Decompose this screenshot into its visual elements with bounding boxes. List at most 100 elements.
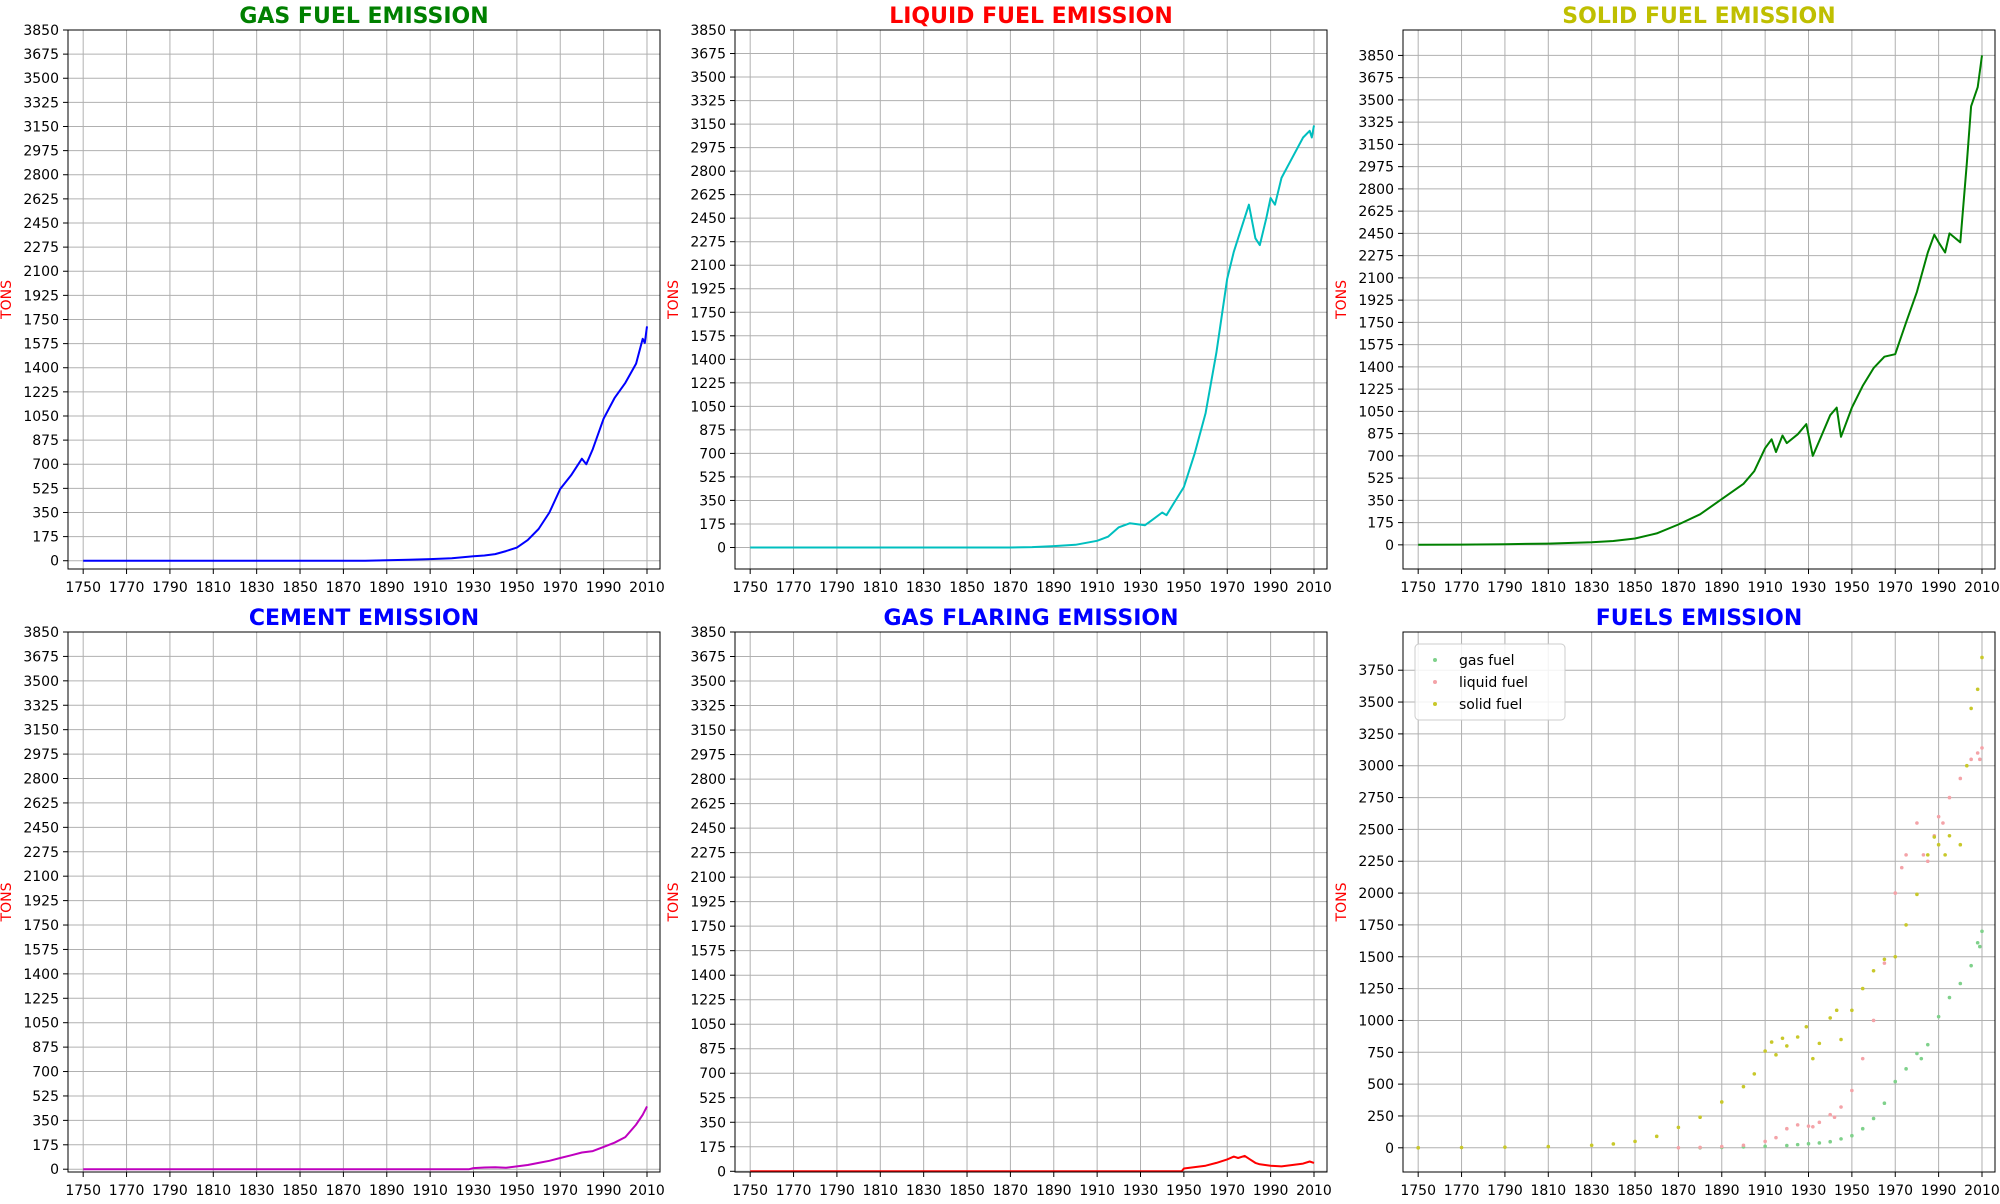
x-tick-label: 1870	[326, 580, 362, 596]
x-tick-label: 1830	[239, 1183, 275, 1199]
y-tick-label: 2975	[690, 141, 726, 157]
x-tick-label: 1930	[1791, 580, 1827, 596]
x-tick-label: 1770	[776, 580, 812, 596]
chart-panel-2: 1750 1770 1790 1810 1830 1850 1870 1890 1910 1930…	[1334, 4, 2000, 596]
y-tick-label: 875	[699, 1042, 726, 1058]
x-tick-label: 1810	[862, 580, 898, 596]
data-point	[1925, 853, 1930, 857]
y-axis-label: TONS	[0, 280, 15, 320]
y-tick-label: 500	[1367, 1077, 1394, 1093]
data-point	[1925, 1042, 1930, 1047]
y-tick-label: 1000	[1358, 1013, 1394, 1029]
y-tick-label: 3325	[690, 94, 726, 110]
data-point	[1811, 1124, 1815, 1129]
x-tick-label: 1950	[1166, 1183, 1202, 1199]
data-point	[1785, 1143, 1789, 1148]
y-tick-label: 0	[1385, 538, 1394, 554]
y-tick-label: 1225	[690, 376, 726, 392]
data-point	[1676, 1125, 1681, 1130]
data-point	[1958, 981, 1963, 986]
data-point	[1882, 1101, 1887, 1106]
x-tick-label: 1990	[1921, 1183, 1957, 1199]
y-tick-label: 2275	[690, 235, 726, 251]
data-point	[1860, 1056, 1865, 1061]
data-point	[1936, 842, 1941, 847]
y-tick-label: 2100	[690, 258, 726, 274]
x-tick-label: 1790	[819, 1183, 855, 1199]
x-tick-label: 1810	[195, 580, 231, 596]
y-tick-label: 2100	[690, 870, 726, 886]
data-point	[1978, 757, 1982, 762]
y-tick-label: 2275	[690, 846, 726, 862]
data-point	[1936, 1014, 1941, 1019]
x-tick-label: 1770	[109, 1183, 145, 1199]
chart-title: FUELS EMISSION	[1596, 606, 1803, 631]
data-point	[1806, 1141, 1811, 1146]
series-points-1	[1416, 746, 1984, 1150]
chart-panel-0: 1750 1770 1790 1810 1830 1850 1870 1890 1910 1930…	[0, 4, 665, 596]
y-tick-label: 2275	[1358, 249, 1394, 265]
x-tick-label: 1870	[1661, 1183, 1697, 1199]
x-tick-label: 1970	[542, 1183, 578, 1199]
x-tick-label: 1750	[65, 1183, 101, 1199]
data-point	[1546, 1144, 1551, 1149]
y-tick-label: 1400	[23, 361, 59, 377]
x-tick-label: 1950	[499, 580, 535, 596]
data-point	[1503, 1145, 1507, 1149]
y-tick-label: 3150	[690, 723, 726, 739]
y-tick-label: 2500	[1358, 822, 1394, 838]
data-point	[1459, 1145, 1464, 1150]
y-tick-label: 1750	[23, 312, 59, 328]
legend-box	[1414, 643, 1566, 721]
y-axis-label: TONS	[1334, 280, 1350, 320]
y-tick-label: 2100	[23, 264, 59, 280]
y-tick-label: 1750	[690, 305, 726, 321]
y-tick-label: 2250	[1358, 854, 1394, 870]
y-tick-label: 2800	[1358, 182, 1394, 198]
x-tick-label: 1910	[1747, 1183, 1783, 1199]
x-tick-label: 2010	[1964, 580, 2000, 596]
y-tick-label: 1575	[690, 944, 726, 960]
data-point	[1882, 961, 1887, 965]
y-tick-label: 2975	[690, 748, 726, 764]
y-tick-label: 350	[699, 493, 726, 509]
data-point	[1741, 1143, 1746, 1148]
y-tick-label: 175	[699, 1140, 726, 1156]
data-point	[1774, 1135, 1778, 1140]
data-point	[1839, 1037, 1843, 1042]
y-tick-label: 3675	[23, 649, 59, 665]
data-point	[1975, 751, 1980, 755]
y-tick-label: 3150	[23, 119, 59, 135]
x-tick-label: 1750	[732, 1183, 768, 1199]
y-tick-label: 1400	[690, 352, 726, 368]
y-tick-label: 3500	[1358, 93, 1394, 109]
y-tick-label: 1925	[23, 894, 59, 910]
x-tick-label: 1970	[1209, 580, 1245, 596]
data-point	[1941, 821, 1945, 825]
data-point	[1850, 1088, 1854, 1093]
y-tick-label: 525	[32, 481, 59, 497]
y-tick-label: 3150	[23, 723, 59, 739]
x-tick-label: 1870	[326, 1183, 362, 1199]
x-tick-label: 1890	[369, 580, 405, 596]
y-tick-label: 700	[699, 446, 726, 462]
x-tick-label: 1910	[1079, 580, 1115, 596]
x-tick-label: 1870	[993, 1183, 1029, 1199]
y-tick-label: 3750	[1358, 663, 1394, 679]
data-point	[1763, 1144, 1767, 1149]
series-line-0	[750, 1154, 1315, 1173]
y-tick-label: 700	[32, 457, 59, 473]
data-point	[1676, 1146, 1681, 1150]
series-line-0	[1418, 55, 1983, 546]
y-axis-label: TONS	[1334, 882, 1350, 922]
data-point	[1871, 1018, 1876, 1023]
y-tick-label: 875	[32, 433, 59, 449]
data-point	[1958, 776, 1963, 781]
y-tick-label: 2800	[23, 168, 59, 184]
data-point	[1850, 1008, 1854, 1013]
x-tick-label: 1830	[906, 1183, 942, 1199]
data-point	[1947, 795, 1952, 800]
y-tick-label: 2625	[23, 796, 59, 812]
data-point	[1416, 1146, 1420, 1150]
